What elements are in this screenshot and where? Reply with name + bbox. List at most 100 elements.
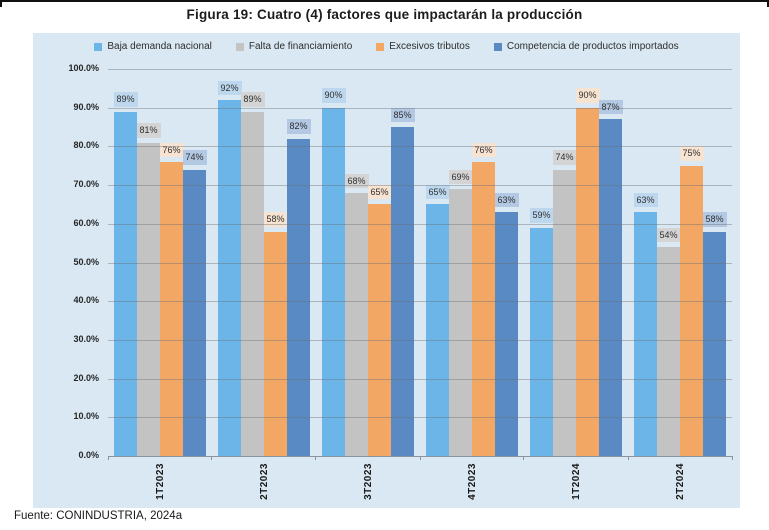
- bar: 87%: [598, 99, 623, 456]
- x-axis-tick: [107, 456, 109, 460]
- x-cell: 2T2023: [212, 463, 316, 507]
- bar: 63%: [633, 192, 658, 456]
- bar-value-label: 87%: [598, 99, 623, 115]
- source-note: Fuente: CONINDUSTRIA, 2024a: [14, 510, 183, 522]
- y-tick-label: 40.0%: [73, 295, 99, 306]
- bar-group-3T2023: 90% 68% 65% 85%: [316, 69, 420, 456]
- x-axis-tick: [731, 456, 733, 460]
- bar: 81%: [136, 123, 161, 456]
- bar-value-label: 90%: [321, 88, 346, 103]
- bar-value-label: 75%: [679, 146, 704, 161]
- legend-item-1: Falta de financiamiento: [235, 41, 353, 52]
- gridline: [108, 301, 732, 303]
- page-top-border: [0, 0, 769, 2]
- x-category-label: 2T2024: [674, 463, 686, 500]
- bar-group-1T2024: 59% 74% 90% 87%: [524, 69, 628, 456]
- bar-value-label: 59%: [529, 208, 554, 223]
- y-tick-label: 100.0%: [68, 63, 99, 73]
- chart-panel: Baja demanda nacional Falta de financiami…: [33, 33, 740, 508]
- x-axis-tick: [627, 456, 629, 460]
- bar: 76%: [471, 142, 496, 456]
- bar-value-label: 58%: [263, 212, 288, 227]
- figure-title: Figura 19: Cuatro (4) factores que impac…: [186, 7, 583, 22]
- bar-value-label: 74%: [182, 150, 207, 165]
- bar: 89%: [240, 92, 265, 456]
- gridline: [108, 146, 732, 148]
- x-cell: 1T2023: [108, 463, 212, 507]
- bar: 58%: [263, 212, 288, 456]
- gridline: [108, 262, 732, 264]
- page-border-stub-left: [0, 0, 2, 7]
- bar: 75%: [679, 146, 704, 456]
- x-category-label: 1T2024: [570, 463, 582, 500]
- bar: 92%: [217, 80, 242, 456]
- bar: 74%: [552, 150, 577, 456]
- x-category-label: 2T2023: [258, 463, 270, 500]
- y-tick-label: 50.0%: [73, 256, 99, 267]
- bar-value-label: 89%: [113, 92, 138, 107]
- legend-swatch-icon: [235, 42, 244, 51]
- bar: 90%: [575, 88, 600, 456]
- bar-value-label: 68%: [344, 173, 369, 188]
- x-axis-tick: [315, 456, 317, 460]
- y-tick-label: 90.0%: [73, 101, 99, 112]
- gridline: [108, 378, 732, 380]
- bar-value-label: 89%: [240, 92, 265, 107]
- legend-item-2: Excesivos tributos: [376, 41, 470, 52]
- bar-group-2T2023: 92% 89% 58% 82%: [212, 69, 316, 456]
- bar: 90%: [321, 88, 346, 456]
- legend-swatch-icon: [94, 42, 103, 51]
- gridline: [108, 107, 732, 109]
- legend-label: Falta de financiamiento: [248, 41, 353, 52]
- x-category-label: 1T2023: [154, 463, 166, 500]
- x-category-label: 3T2023: [362, 463, 374, 500]
- bar-group-4T2023: 65% 69% 76% 63%: [420, 69, 524, 456]
- y-tick-label: 0.0%: [78, 450, 99, 460]
- y-tick-label: 20.0%: [73, 372, 99, 383]
- x-axis: 1T2023 2T2023 3T2023 4T2023 1T2024 2T2024: [108, 463, 732, 507]
- bar-value-label: 92%: [217, 80, 242, 95]
- plot-area: 89% 81% 76% 74% 92% 89% 58% 82% 90% 68% 65% 85% 65% 6…: [107, 69, 733, 460]
- y-tick-label: 10.0%: [73, 411, 99, 422]
- bar: 69%: [448, 169, 473, 456]
- bar-value-label: 76%: [159, 142, 184, 157]
- bar: 59%: [529, 208, 554, 456]
- bar-value-label: 74%: [552, 150, 577, 165]
- bar: 63%: [494, 192, 519, 456]
- y-tick-label: 70.0%: [73, 179, 99, 190]
- bar-value-label: 82%: [286, 119, 311, 134]
- bar: 89%: [113, 92, 138, 456]
- gridline: [108, 69, 732, 70]
- bar-value-label: 69%: [448, 169, 473, 184]
- page-border-stub-right: [767, 0, 769, 7]
- bar: 65%: [367, 185, 392, 456]
- legend-label: Excesivos tributos: [389, 41, 470, 52]
- x-cell: 2T2024: [628, 463, 732, 507]
- bar-value-label: 90%: [575, 88, 600, 103]
- gridline: [108, 223, 732, 225]
- gridline: [108, 339, 732, 341]
- bar: 76%: [159, 142, 184, 456]
- legend-label: Baja demanda nacional: [107, 41, 212, 52]
- bar-value-label: 81%: [136, 123, 161, 138]
- x-cell: 1T2024: [524, 463, 628, 507]
- gridline: [108, 417, 732, 419]
- legend-item-0: Baja demanda nacional: [94, 41, 212, 52]
- bar-value-label: 63%: [633, 192, 658, 208]
- bar: 74%: [182, 150, 207, 456]
- bar: 68%: [344, 173, 369, 456]
- bar-value-label: 63%: [494, 192, 519, 208]
- bar-value-label: 65%: [425, 185, 450, 200]
- bar: 85%: [390, 107, 415, 456]
- y-tick-label: 80.0%: [73, 140, 99, 151]
- bar-value-label: 54%: [656, 227, 681, 243]
- y-tick-label: 30.0%: [73, 333, 99, 344]
- chart-legend: Baja demanda nacional Falta de financiami…: [33, 41, 740, 52]
- legend-swatch-icon: [376, 42, 385, 51]
- bar-value-label: 65%: [367, 185, 392, 200]
- bar-group-2T2024: 63% 54% 75% 58%: [628, 69, 732, 456]
- y-tick-label: 60.0%: [73, 217, 99, 228]
- x-cell: 4T2023: [420, 463, 524, 507]
- x-cell: 3T2023: [316, 463, 420, 507]
